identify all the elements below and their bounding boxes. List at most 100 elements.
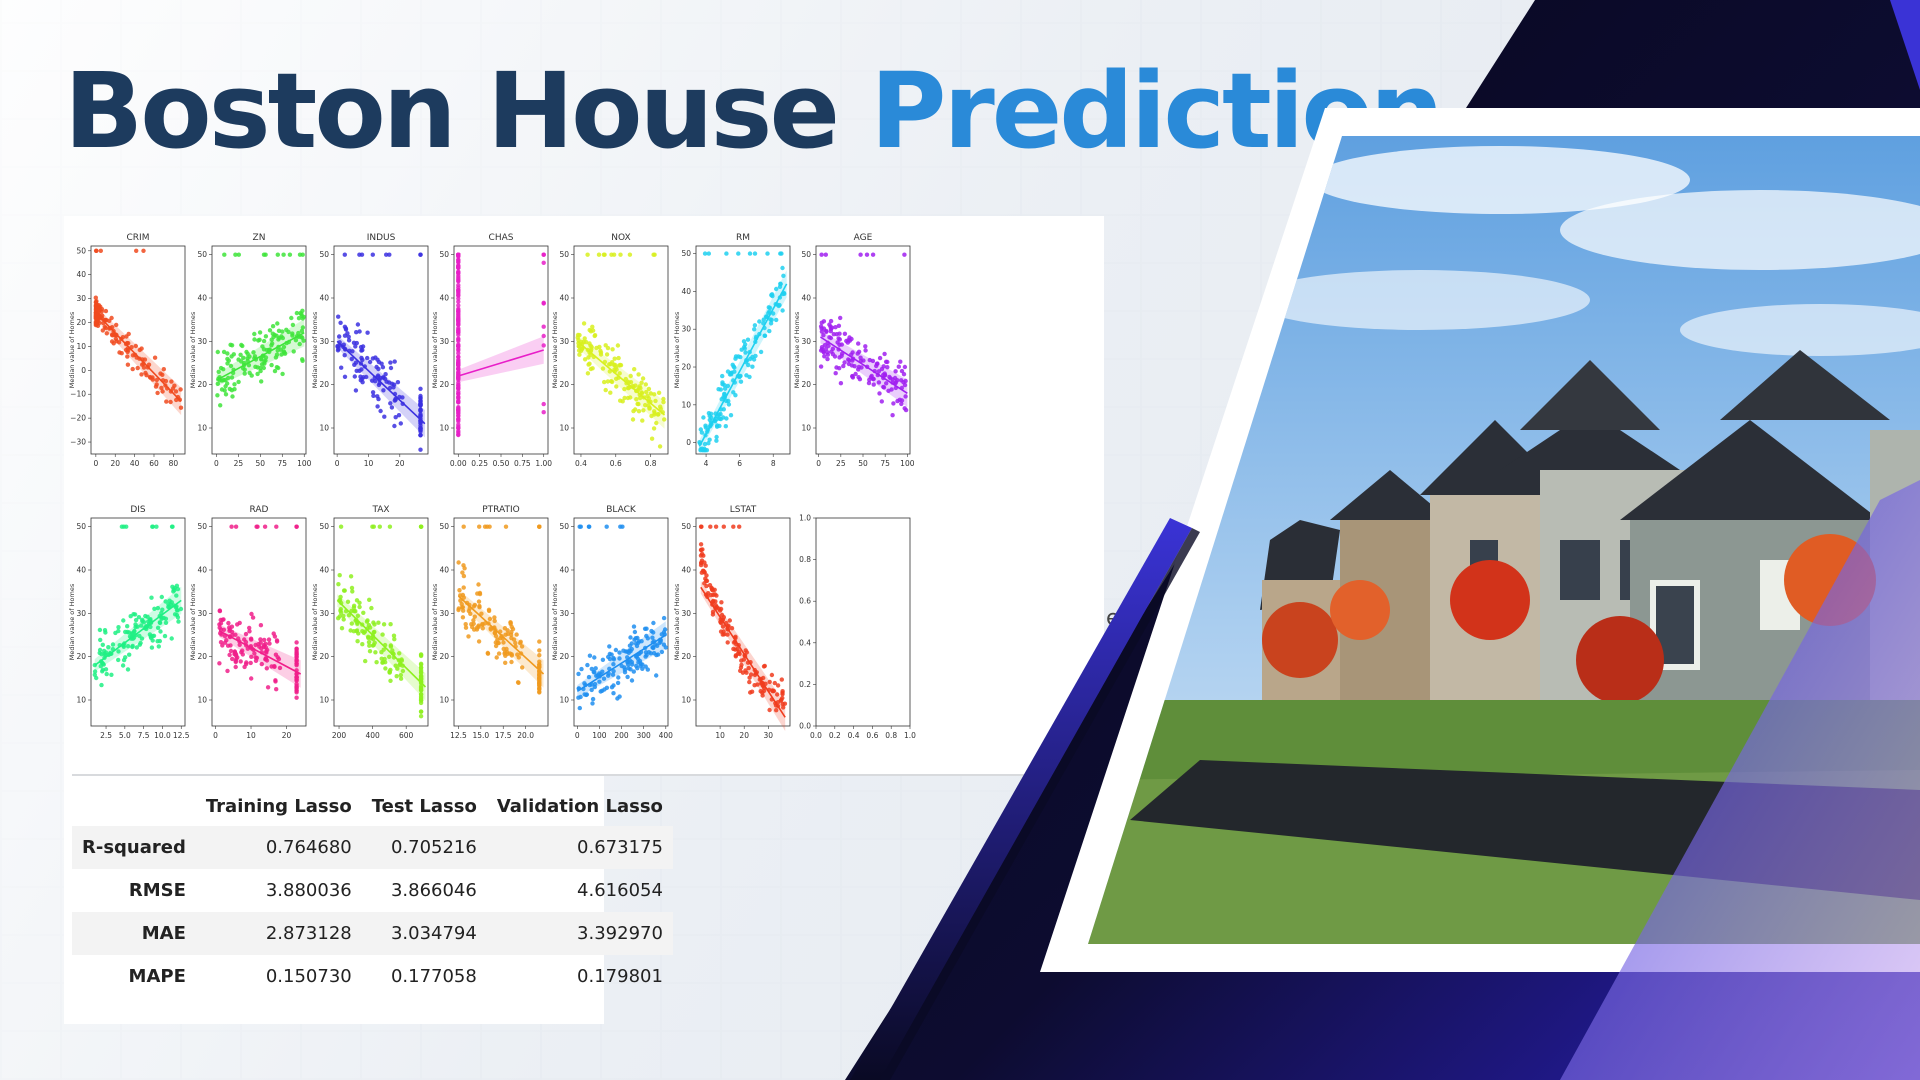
row-header: R-squared	[72, 826, 196, 869]
scatter-point	[106, 645, 111, 650]
scatter-point	[479, 611, 484, 616]
scatter-point	[456, 389, 461, 394]
scatter-point	[103, 308, 109, 314]
scatter-point	[387, 669, 392, 675]
scatter-point	[858, 355, 863, 360]
scatter-point	[99, 307, 105, 312]
scatter-point	[828, 335, 834, 341]
scatter-point	[379, 361, 384, 366]
scatter-point	[617, 656, 622, 661]
scatter-point	[733, 354, 739, 359]
scatter-point	[104, 671, 109, 677]
scatter-point	[249, 637, 254, 642]
scatter-point	[232, 382, 237, 387]
scatter-point	[354, 628, 359, 634]
scatter-point	[828, 318, 834, 324]
scatter-point	[752, 683, 757, 688]
scatter-point	[582, 692, 587, 697]
scatter-point	[461, 585, 466, 590]
x-tick-label: 0	[575, 731, 580, 740]
scatter-point	[617, 363, 622, 368]
scatter-point	[652, 409, 657, 414]
regression-line	[458, 349, 544, 377]
scatter-point	[357, 604, 362, 610]
scatter-point	[357, 368, 362, 373]
scatter-point	[877, 391, 882, 396]
y-tick-label: 20	[801, 380, 811, 389]
scatter-point	[762, 333, 767, 338]
scatter-point	[164, 399, 169, 404]
confidence-band	[337, 335, 425, 438]
scatter-point	[370, 378, 375, 383]
scatter-point	[294, 678, 299, 683]
scatter-point	[659, 649, 665, 655]
scatter-point	[837, 355, 842, 360]
scatter-point	[637, 384, 642, 389]
scatter-point	[635, 666, 640, 671]
scatter-point	[617, 650, 622, 655]
scatter-point	[597, 679, 602, 684]
scatter-point	[620, 524, 625, 529]
scatter-point	[463, 625, 469, 630]
scatter-point	[509, 653, 514, 658]
scatter-point	[372, 622, 377, 627]
scatter-point	[698, 542, 704, 547]
scatter-point	[277, 665, 283, 671]
scatter-point	[233, 524, 239, 529]
scatter-point	[370, 252, 375, 257]
x-tick-label: 20	[395, 459, 405, 468]
scatter-point	[774, 286, 779, 292]
scatter-point	[389, 405, 395, 410]
scatter-point	[503, 653, 508, 658]
scatter-point	[387, 252, 392, 257]
scatter-point	[731, 524, 736, 529]
scatter-point	[456, 299, 461, 304]
scatter-point	[698, 547, 704, 553]
scatter-point	[699, 560, 704, 566]
scatter-point	[541, 260, 546, 265]
scatter-point	[126, 331, 131, 337]
scatter-point	[336, 582, 341, 587]
scatter-point	[130, 366, 135, 372]
scatter-point	[248, 660, 253, 666]
scatter-point	[831, 332, 836, 337]
scatter-point	[120, 663, 126, 668]
scatter-point	[217, 661, 222, 666]
scatter-point	[635, 401, 640, 407]
scatter-point	[480, 626, 485, 631]
scatter-point	[477, 605, 482, 610]
scatter-point	[622, 386, 627, 392]
y-tick-label: 0	[686, 438, 691, 447]
y-axis-label: Median value of Homes	[189, 583, 197, 660]
scatter-point	[625, 395, 631, 401]
subplot-title: INDUS	[367, 233, 396, 243]
scatter-point	[153, 384, 159, 389]
scatter-point	[281, 252, 286, 257]
scatter-point	[501, 646, 506, 652]
table-cell: 2.873128	[195, 912, 362, 955]
scatter-point	[758, 349, 764, 355]
scatter-point	[130, 353, 136, 358]
y-tick-label: 50	[439, 250, 449, 259]
scatter-point	[275, 348, 280, 353]
scatter-point	[643, 664, 648, 669]
subplot-title: ZN	[253, 233, 266, 243]
scatter-point	[721, 524, 726, 529]
scatter-point	[583, 339, 589, 345]
row-header: MAPE	[128, 966, 186, 987]
scatter-point	[888, 376, 893, 381]
subplot-frame	[453, 517, 549, 727]
scatter-point	[701, 415, 706, 420]
y-tick-label: 40	[439, 294, 449, 303]
scatter-point	[651, 426, 657, 431]
scatter-point	[216, 369, 221, 374]
scatter-point	[346, 334, 351, 339]
scatter-point	[418, 398, 423, 403]
scatter-point	[699, 430, 705, 435]
scatter-point	[157, 638, 162, 644]
y-tick-label: 20	[319, 652, 329, 661]
scatter-point	[372, 640, 377, 645]
scatter-point	[738, 668, 743, 673]
scatter-point	[229, 524, 234, 529]
